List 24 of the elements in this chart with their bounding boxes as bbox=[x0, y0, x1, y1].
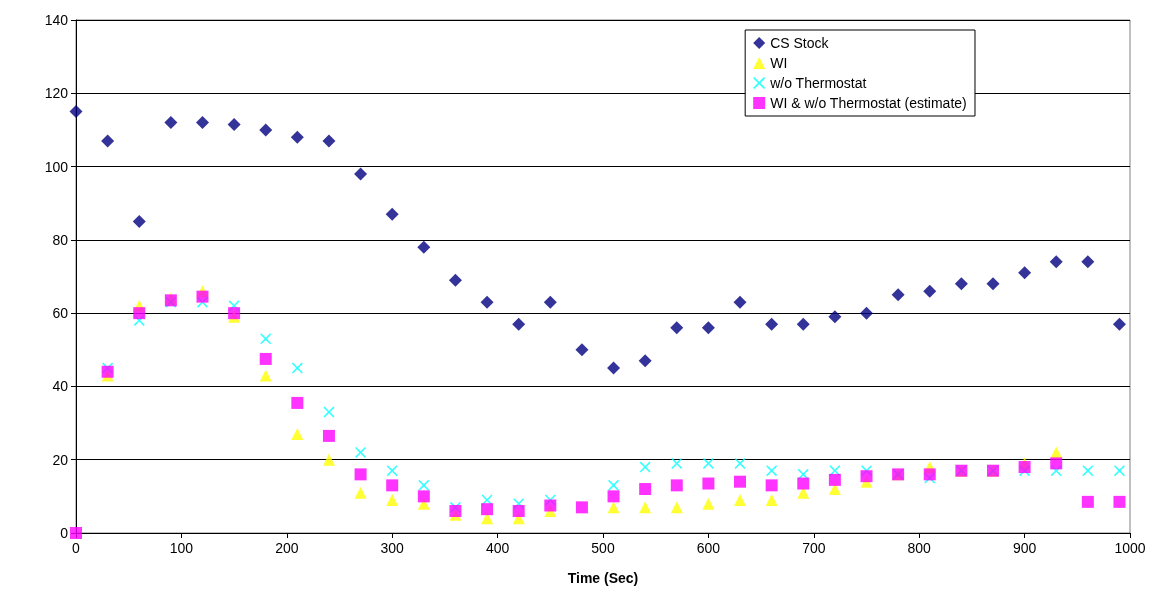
x-tick-label: 900 bbox=[1012, 540, 1037, 556]
legend-label: WI & w/o Thermostat (estimate) bbox=[770, 95, 967, 111]
x-tick-label: 1000 bbox=[1114, 540, 1146, 556]
legend-label: CS Stock bbox=[770, 35, 830, 51]
x-tick-label: 100 bbox=[169, 540, 194, 556]
x-tick-label: 200 bbox=[275, 540, 299, 556]
x-axis-title: Time (Sec) bbox=[567, 570, 639, 586]
y-tick-label: 80 bbox=[52, 231, 69, 248]
y-tick-label: 0 bbox=[60, 525, 69, 541]
y-tick-label: 40 bbox=[52, 378, 69, 395]
y-tick-label: 60 bbox=[52, 305, 69, 322]
y-tick-label: 100 bbox=[44, 158, 69, 175]
y-tick-label: 120 bbox=[44, 85, 69, 102]
legend-label: w/o Thermostat bbox=[769, 75, 867, 91]
x-tick-label: 400 bbox=[485, 540, 510, 556]
legend-label: WI bbox=[770, 55, 788, 71]
y-tick-label: 20 bbox=[52, 451, 69, 468]
y-tick-label: 140 bbox=[44, 12, 69, 28]
x-tick-label: 800 bbox=[907, 540, 932, 556]
x-tick-label: 0 bbox=[72, 540, 81, 556]
x-tick-label: 500 bbox=[591, 540, 615, 556]
x-tick-label: 700 bbox=[802, 540, 826, 556]
x-tick-label: 600 bbox=[696, 540, 721, 556]
x-tick-label: 300 bbox=[380, 540, 405, 556]
